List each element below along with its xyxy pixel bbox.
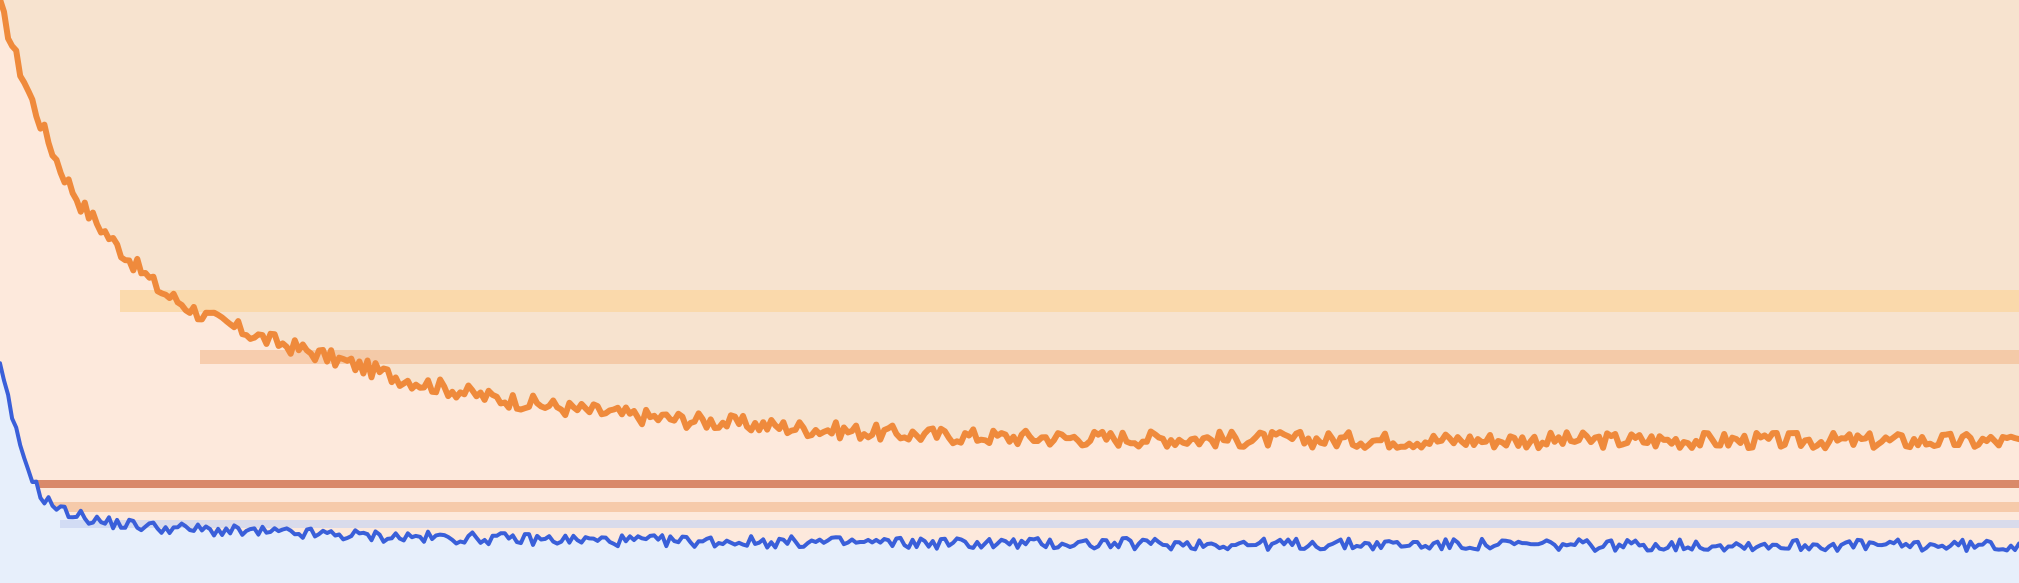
band-blue (60, 520, 2019, 528)
orange-series-line (0, 0, 2019, 452)
band-lower (40, 502, 2019, 512)
band-upper (120, 290, 2019, 312)
blue-series-line (0, 361, 2019, 553)
band-rule (28, 480, 2019, 488)
band-middle (200, 350, 2019, 364)
blue-series-area (0, 363, 2019, 583)
